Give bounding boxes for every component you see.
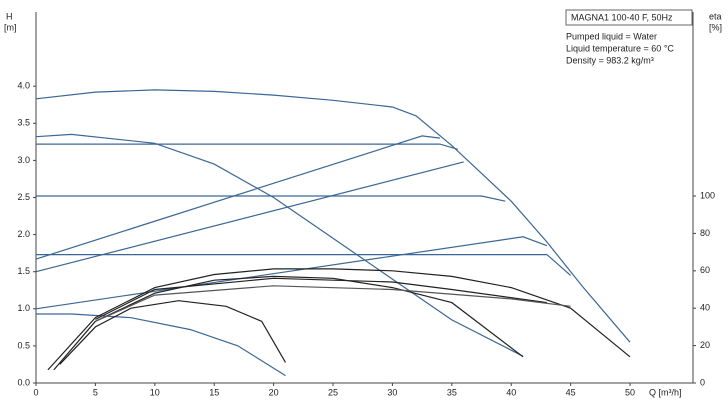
head-curve — [35, 161, 464, 273]
efficiency-curve — [95, 285, 571, 322]
x-tick-label: 50 — [625, 387, 635, 397]
head-curve — [36, 143, 458, 150]
info-line: Liquid temperature = 60 °C — [566, 43, 674, 53]
y-tick-label: 3.5 — [17, 118, 30, 128]
info-box — [565, 9, 693, 26]
efficiency-curve — [59, 300, 287, 365]
head-curve — [36, 254, 571, 276]
x-tick-label: 30 — [387, 387, 397, 397]
y-tick-label: 1.0 — [17, 303, 30, 313]
y-tick-label: 1.5 — [17, 266, 30, 276]
info-line: Pumped liquid = Water — [566, 31, 657, 41]
x-tick-label: 20 — [269, 387, 279, 397]
x-tick-label: 40 — [506, 387, 516, 397]
efficiency-curve — [95, 277, 547, 320]
head-curve — [35, 133, 524, 357]
y2-tick-label: 100 — [700, 190, 715, 200]
y-tick-label: 2.5 — [17, 192, 30, 202]
head-curve — [36, 313, 286, 377]
efficiency-curve — [53, 275, 524, 371]
y-tick-label: 2.0 — [17, 229, 30, 239]
y2-tick-label: 60 — [700, 265, 710, 275]
x-tick-label: 15 — [209, 387, 219, 397]
y2-axis-unit: [%] — [709, 22, 722, 32]
efficiency-curve — [47, 268, 631, 371]
y2-tick-label: 40 — [700, 303, 710, 313]
x-tick-label: 35 — [447, 387, 457, 397]
y-tick-label: 4.0 — [17, 81, 30, 91]
x-axis-label: Q [m³/h] — [649, 387, 682, 397]
x-tick-label: 10 — [150, 387, 160, 397]
head-curve — [36, 195, 506, 202]
info-line: Density = 983.2 kg/m³ — [566, 55, 654, 65]
head-curve — [35, 236, 548, 310]
head-curve — [35, 89, 631, 343]
head-curve — [35, 135, 440, 260]
y-axis-unit: [m] — [4, 22, 17, 32]
y-tick-label: 0.5 — [17, 340, 30, 350]
y2-tick-label: 80 — [700, 228, 710, 238]
y2-axis-label: eta — [709, 11, 722, 21]
x-tick-label: 45 — [566, 387, 576, 397]
y-tick-label: 3.0 — [17, 155, 30, 165]
x-tick-label: 5 — [93, 387, 98, 397]
y2-tick-label: 20 — [700, 340, 710, 350]
y2-tick-label: 0 — [700, 377, 705, 387]
y-tick-label: 0.0 — [17, 377, 30, 387]
info-title: MAGNA1 100-40 F, 50Hz — [571, 12, 673, 22]
x-tick-label: 0 — [33, 387, 38, 397]
x-tick-label: 25 — [328, 387, 338, 397]
y-axis-label: H — [6, 11, 13, 21]
